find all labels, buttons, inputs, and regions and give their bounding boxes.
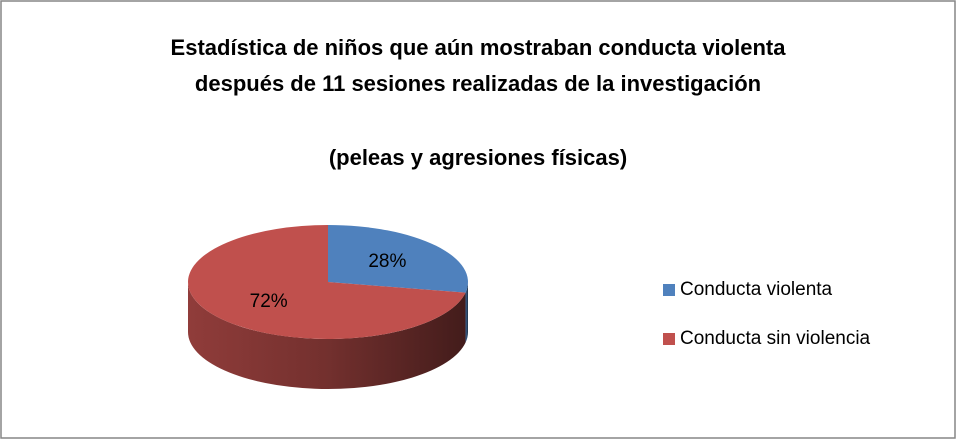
pie-slice — [187, 225, 466, 389]
pie-slice-side — [465, 282, 468, 343]
pie-slice-top — [328, 225, 468, 293]
pie-slice-side — [187, 282, 466, 389]
legend-label: Conducta sin violencia — [680, 328, 871, 349]
legend-swatch — [663, 333, 675, 345]
legend-label: Conducta violenta — [680, 279, 833, 300]
data-label: 28% — [368, 251, 406, 272]
chart-subtitle: (peleas y agresiones físicas) — [328, 145, 628, 170]
data-label: 72% — [250, 291, 288, 312]
pie-slice-top — [187, 225, 466, 339]
chart-title: Estadística de niños que aún mostraban c… — [170, 35, 786, 96]
pie-slice — [328, 225, 468, 343]
legend-swatch — [663, 284, 675, 296]
